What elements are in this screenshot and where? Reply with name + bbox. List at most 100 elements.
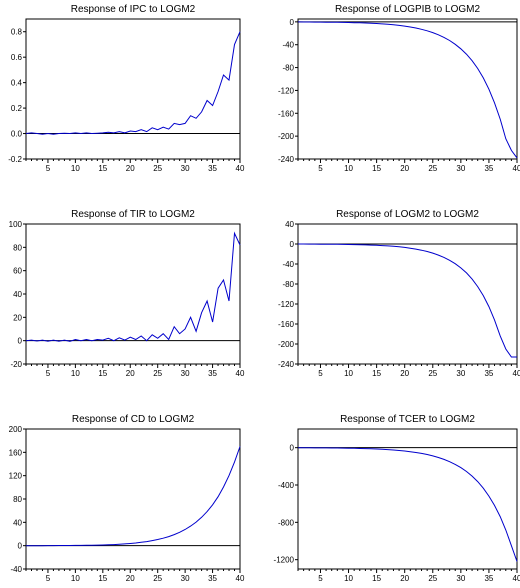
x-tick-label: 30 [456, 369, 465, 378]
x-tick-label: 10 [344, 164, 353, 173]
response-line [25, 31, 241, 135]
y-tick-label: 200 [9, 425, 23, 434]
x-tick-label: 10 [71, 369, 80, 378]
x-tick-label: 5 [318, 164, 323, 173]
y-tick-label: -40 [10, 565, 22, 574]
y-tick-label: -240 [278, 155, 295, 164]
response-line [25, 231, 241, 342]
x-tick-label: 40 [513, 164, 520, 173]
y-tick-label: -20 [10, 360, 22, 369]
x-tick-label: 15 [98, 164, 107, 173]
y-tick-label: -800 [278, 518, 295, 527]
x-tick-label: 40 [513, 369, 520, 378]
x-tick-label: 35 [484, 574, 493, 583]
x-tick-label: 25 [153, 369, 162, 378]
response-line [298, 243, 517, 358]
response-line [297, 21, 518, 159]
chart-title: Response of CD to LOGM2 [72, 414, 195, 425]
plot-frame [297, 18, 518, 160]
x-tick-label: 25 [428, 369, 437, 378]
x-tick-label: 40 [236, 164, 245, 173]
y-tick-label: -200 [278, 132, 295, 141]
y-tick-label: 0 [290, 444, 295, 453]
y-tick-label: 20 [13, 313, 22, 322]
x-tick-label: 5 [46, 369, 51, 378]
x-tick-label: 10 [71, 164, 80, 173]
y-tick-label: 40 [13, 518, 22, 527]
x-tick-label: 25 [153, 164, 162, 173]
x-tick-label: 35 [208, 574, 217, 583]
chart-panel-4: Response of LOGM2 to LOGM2 -240 -200 -160 -1… [278, 209, 520, 378]
plot-frame [25, 18, 241, 160]
y-tick-label: 80 [13, 243, 22, 252]
y-tick-label: 0 [18, 542, 23, 551]
plot-frame [297, 428, 518, 570]
y-tick-label: 40 [285, 220, 294, 229]
y-tick-label: -80 [282, 64, 294, 73]
x-tick-label: 20 [126, 369, 135, 378]
y-tick-label: 0.6 [11, 53, 23, 62]
y-tick-label: -80 [282, 280, 294, 289]
y-tick-label: 0.0 [11, 130, 23, 139]
x-tick-label: 5 [318, 369, 323, 378]
plot-frame [25, 428, 241, 570]
x-tick-label: 15 [372, 369, 381, 378]
x-tick-label: 15 [372, 574, 381, 583]
x-tick-label: 5 [46, 164, 51, 173]
plot-frame [25, 223, 241, 365]
y-tick-label: 0.2 [11, 104, 23, 113]
x-tick-label: 20 [126, 574, 135, 583]
chart-panel-5: Response of CD to LOGM2 -40 0 40 80 120 160 200… [9, 414, 245, 583]
y-tick-label: -400 [278, 481, 295, 490]
y-tick-label: -200 [278, 340, 295, 349]
x-tick-label: 20 [126, 164, 135, 173]
y-tick-label: -160 [278, 320, 295, 329]
x-tick-label: 35 [484, 164, 493, 173]
y-tick-label: 0.4 [11, 79, 23, 88]
x-tick-label: 25 [428, 164, 437, 173]
y-tick-label: 160 [9, 448, 23, 457]
chart-title: Response of IPC to LOGM2 [71, 4, 196, 15]
chart-title: Response of TIR to LOGM2 [71, 209, 195, 220]
x-tick-label: 30 [456, 164, 465, 173]
y-tick-label: -120 [278, 300, 295, 309]
x-tick-label: 10 [344, 369, 353, 378]
chart-panel-6: Response of TCER to LOGM2 -1200 -800 -400 0 5… [274, 414, 520, 583]
x-tick-label: 5 [46, 574, 51, 583]
x-tick-label: 20 [400, 369, 409, 378]
y-tick-label: -1200 [274, 556, 295, 565]
x-tick-label: 30 [181, 369, 190, 378]
y-tick-label: 0 [18, 337, 23, 346]
plot-frame [297, 223, 518, 365]
x-tick-label: 40 [236, 369, 245, 378]
y-tick-label: -40 [282, 41, 294, 50]
x-tick-label: 15 [372, 164, 381, 173]
x-tick-label: 25 [153, 574, 162, 583]
x-tick-label: 40 [513, 574, 520, 583]
x-tick-label: 15 [98, 574, 107, 583]
response-line [26, 446, 241, 547]
chart-panel-3: Response of TIR to LOGM2 -20 0 20 40 60 80 100 5… [9, 209, 245, 378]
y-tick-label: 80 [13, 495, 22, 504]
x-tick-label: 30 [456, 574, 465, 583]
chart-title: Response of TCER to LOGM2 [340, 414, 475, 425]
chart-panel-2: Response of LOGPIB to LOGM2 -240 -200 -160 -… [278, 4, 520, 173]
x-tick-label: 10 [344, 574, 353, 583]
y-tick-label: 0 [290, 18, 295, 27]
y-tick-label: -0.2 [8, 155, 22, 164]
x-tick-label: 35 [484, 369, 493, 378]
y-tick-label: 0.8 [11, 28, 23, 37]
y-tick-label: -240 [278, 360, 295, 369]
y-tick-label: 120 [9, 472, 23, 481]
x-tick-label: 30 [181, 164, 190, 173]
y-tick-label: -120 [278, 86, 295, 95]
x-tick-label: 20 [400, 574, 409, 583]
y-tick-label: 60 [13, 267, 22, 276]
y-tick-label: 40 [13, 290, 22, 299]
y-tick-label: -40 [282, 260, 294, 269]
x-tick-label: 10 [71, 574, 80, 583]
x-tick-label: 35 [208, 164, 217, 173]
x-tick-label: 35 [208, 369, 217, 378]
